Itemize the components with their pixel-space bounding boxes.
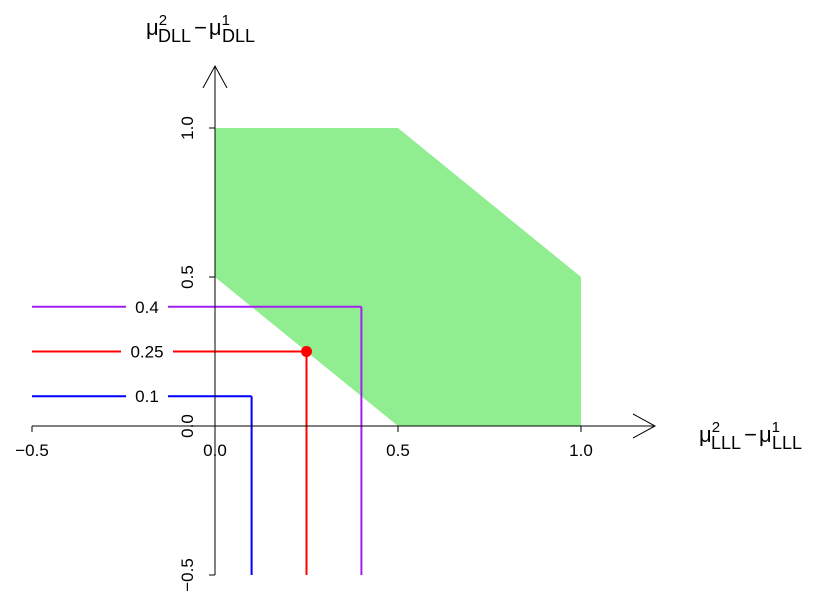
x-tick-label: −0.5: [15, 441, 49, 460]
y-tick-label: 0.0: [178, 414, 197, 438]
highlight-point: [301, 346, 312, 357]
x-axis-title: μ2 LLL −μ1 LLL: [699, 419, 802, 453]
feasible-region: [215, 128, 581, 426]
x-tick-label: 1.0: [569, 441, 593, 460]
y-tick-label: 0.5: [178, 265, 197, 289]
y-tick-label: 1.0: [178, 116, 197, 140]
level-label-0.1: 0.1: [135, 387, 159, 406]
y-tick-label: −0.5: [178, 558, 197, 592]
x-tick-label: 0.5: [386, 441, 410, 460]
level-label-0.4: 0.4: [135, 298, 159, 317]
y-axis-title: μ2 DLL −μ1 DLL: [146, 12, 255, 46]
level-label-0.25: 0.25: [130, 343, 163, 362]
y-axis-arrowhead: [202, 64, 228, 89]
x-axis-arrowhead: [632, 413, 657, 439]
x-tick-label: 0.0: [203, 441, 227, 460]
